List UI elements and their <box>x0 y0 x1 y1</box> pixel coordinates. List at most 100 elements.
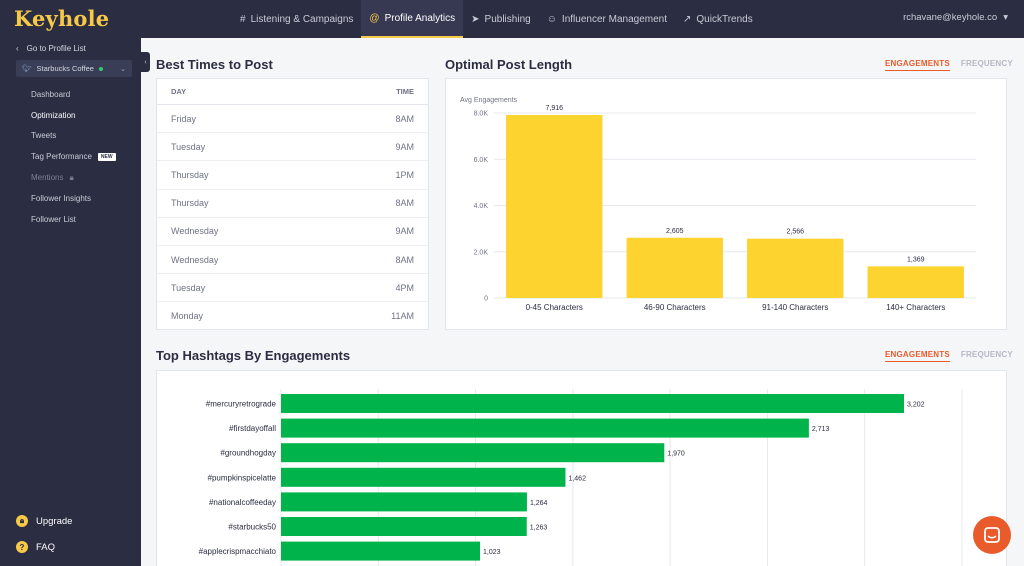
bar[interactable] <box>281 517 527 536</box>
time-cell: 11AM <box>391 311 414 322</box>
day-cell: Thursday <box>171 169 209 180</box>
sidebar-menu: Dashboard Optimization Tweets Tag Perfor… <box>31 84 116 230</box>
chevron-down-icon: ⌄ <box>120 65 126 73</box>
user-email: rchavane@keyhole.co <box>903 12 998 23</box>
top-navbar: Keyhole # Listening & Campaigns @ Profile … <box>0 0 1024 38</box>
at-icon: @ <box>369 12 380 24</box>
bar-value-label: 1,023 <box>483 549 501 556</box>
toggle-frequency[interactable]: FREQUENCY <box>960 59 1013 68</box>
send-icon: ➤ <box>471 13 480 25</box>
hashtags-chart: #mercuryretrograde 3,202 #firstdayoffall 2,… <box>199 389 963 566</box>
hash-icon: # <box>240 13 246 25</box>
nav-quicktrends[interactable]: ↗ QuickTrends <box>683 13 753 25</box>
sidebar-bottom: 🔒︎ Upgrade ? FAQ <box>16 508 72 560</box>
nav-profile-analytics[interactable]: @ Profile Analytics <box>361 0 464 38</box>
sidebar-item-mentions: Mentions 🔒︎ <box>31 172 74 183</box>
chat-button[interactable] <box>973 516 1011 554</box>
y-tick-label: 4.0K <box>474 203 489 210</box>
time-cell: 8AM <box>395 198 414 209</box>
nav-publishing[interactable]: ➤ Publishing <box>471 13 531 25</box>
table-row: Tuesday 9AM <box>157 133 428 162</box>
bar[interactable] <box>281 394 905 413</box>
chevron-left-icon: ‹ <box>144 58 147 66</box>
nav-listening[interactable]: # Listening & Campaigns <box>240 13 354 25</box>
new-badge: NEW <box>97 152 116 161</box>
bar-value-label: 1,970 <box>667 451 685 458</box>
nav-influencer[interactable]: ☺ Influencer Management <box>546 13 667 25</box>
upgrade-link[interactable]: 🔒︎ Upgrade <box>16 508 72 534</box>
chat-icon <box>984 527 1000 543</box>
table-row: Wednesday 9AM <box>157 218 428 246</box>
sidebar-item-dashboard[interactable]: Dashboard <box>31 89 71 99</box>
sidebar-item-tag-performance[interactable]: Tag Performance NEW <box>31 146 116 167</box>
bar[interactable] <box>747 238 844 298</box>
table-header: DAY TIME <box>157 79 428 105</box>
bar[interactable] <box>281 492 527 512</box>
y-tick-label: #mercuryretrograde <box>206 400 277 409</box>
bar-value-label: 1,462 <box>568 475 586 482</box>
hashtags-chart-card: #mercuryretrograde 3,202 #firstdayoffall 2,… <box>156 370 1007 566</box>
table-row: Thursday 8AM <box>157 190 428 218</box>
lock-icon: 🔒︎ <box>16 515 28 527</box>
time-cell: 1PM <box>395 169 414 180</box>
bar-value-label: 7,916 <box>545 105 563 112</box>
hashtags-title: Top Hashtags By Engagements <box>156 348 351 363</box>
sidebar-item-optimization[interactable]: Optimization <box>31 110 76 120</box>
chevron-down-icon: ▾ <box>1003 12 1008 23</box>
bar-value-label: 1,264 <box>530 500 548 507</box>
chevron-left-icon: ‹ <box>16 44 19 53</box>
day-cell: Wednesday <box>171 254 219 265</box>
table-row: Monday 11AM <box>157 302 428 330</box>
bar[interactable] <box>281 443 665 463</box>
time-cell: 9AM <box>395 226 414 237</box>
bar[interactable] <box>506 114 603 298</box>
day-cell: Tuesday <box>171 282 206 293</box>
faq-link[interactable]: ? FAQ <box>16 534 72 560</box>
best-times-table: DAY TIME Friday 8AM Tuesday 9AM Thursday 1PM T… <box>156 78 429 330</box>
x-tick-label: 0-45 Characters <box>526 303 583 312</box>
table-row: Wednesday 8AM <box>157 246 428 275</box>
bar[interactable] <box>281 467 566 487</box>
y-tick-label: 2.0K <box>474 249 489 256</box>
day-cell: Thursday <box>171 198 209 209</box>
y-tick-label: 8.0K <box>474 111 489 118</box>
sidebar-item-tweets[interactable]: Tweets <box>31 131 57 141</box>
bar[interactable] <box>867 266 964 298</box>
sidebar-item-follower-list[interactable]: Follower List <box>31 214 76 224</box>
sidebar-collapse-button[interactable]: ‹ <box>141 52 150 72</box>
y-tick-label: #applecrispmacchiato <box>199 547 277 556</box>
back-to-profiles[interactable]: ‹ Go to Profile List <box>16 44 86 53</box>
trend-icon: ↗ <box>683 13 692 25</box>
toggle-engagements[interactable]: ENGAGEMENTS <box>885 59 950 71</box>
bar[interactable] <box>281 541 481 561</box>
post-length-title: Optimal Post Length <box>445 57 573 72</box>
table-row: Tuesday 4PM <box>157 274 428 303</box>
x-tick-label: 46-90 Characters <box>644 303 706 312</box>
toggle-frequency[interactable]: FREQUENCY <box>960 350 1013 359</box>
table-row: Thursday 1PM <box>157 161 428 190</box>
table-row: Friday 8AM <box>157 105 428 134</box>
day-cell: Monday <box>171 311 204 322</box>
sidebar-item-follower-insights[interactable]: Follower Insights <box>31 193 92 203</box>
y-tick-label: #nationalcoffeeday <box>209 498 276 507</box>
y-tick-label: #pumpkinspicelatte <box>208 473 277 482</box>
account-selector[interactable]: 🐦︎ Starbucks Coffee ⌄ <box>16 60 132 77</box>
y-tick-label: #firstdayoffall <box>229 424 276 433</box>
person-icon: ☺ <box>546 13 557 25</box>
bar-value-label: 2,713 <box>812 426 830 433</box>
y-tick-label: 0 <box>484 296 488 303</box>
user-menu[interactable]: rchavane@keyhole.co ▾ <box>903 12 1008 23</box>
x-tick-label: 140+ Characters <box>886 303 945 312</box>
time-cell: 9AM <box>395 141 414 152</box>
logo[interactable]: Keyhole <box>14 6 110 31</box>
toggle-engagements[interactable]: ENGAGEMENTS <box>885 350 950 362</box>
day-cell: Friday <box>171 113 197 124</box>
bar-value-label: 2,566 <box>786 229 804 236</box>
bar[interactable] <box>281 418 809 438</box>
post-length-toggle: ENGAGEMENTS FREQUENCY <box>885 59 1013 71</box>
bar-value-label: 1,263 <box>530 525 548 532</box>
x-tick-label: 91-140 Characters <box>762 303 828 312</box>
y-tick-label: 6.0K <box>474 157 489 164</box>
bar[interactable] <box>626 237 723 298</box>
time-cell: 8AM <box>395 254 414 265</box>
